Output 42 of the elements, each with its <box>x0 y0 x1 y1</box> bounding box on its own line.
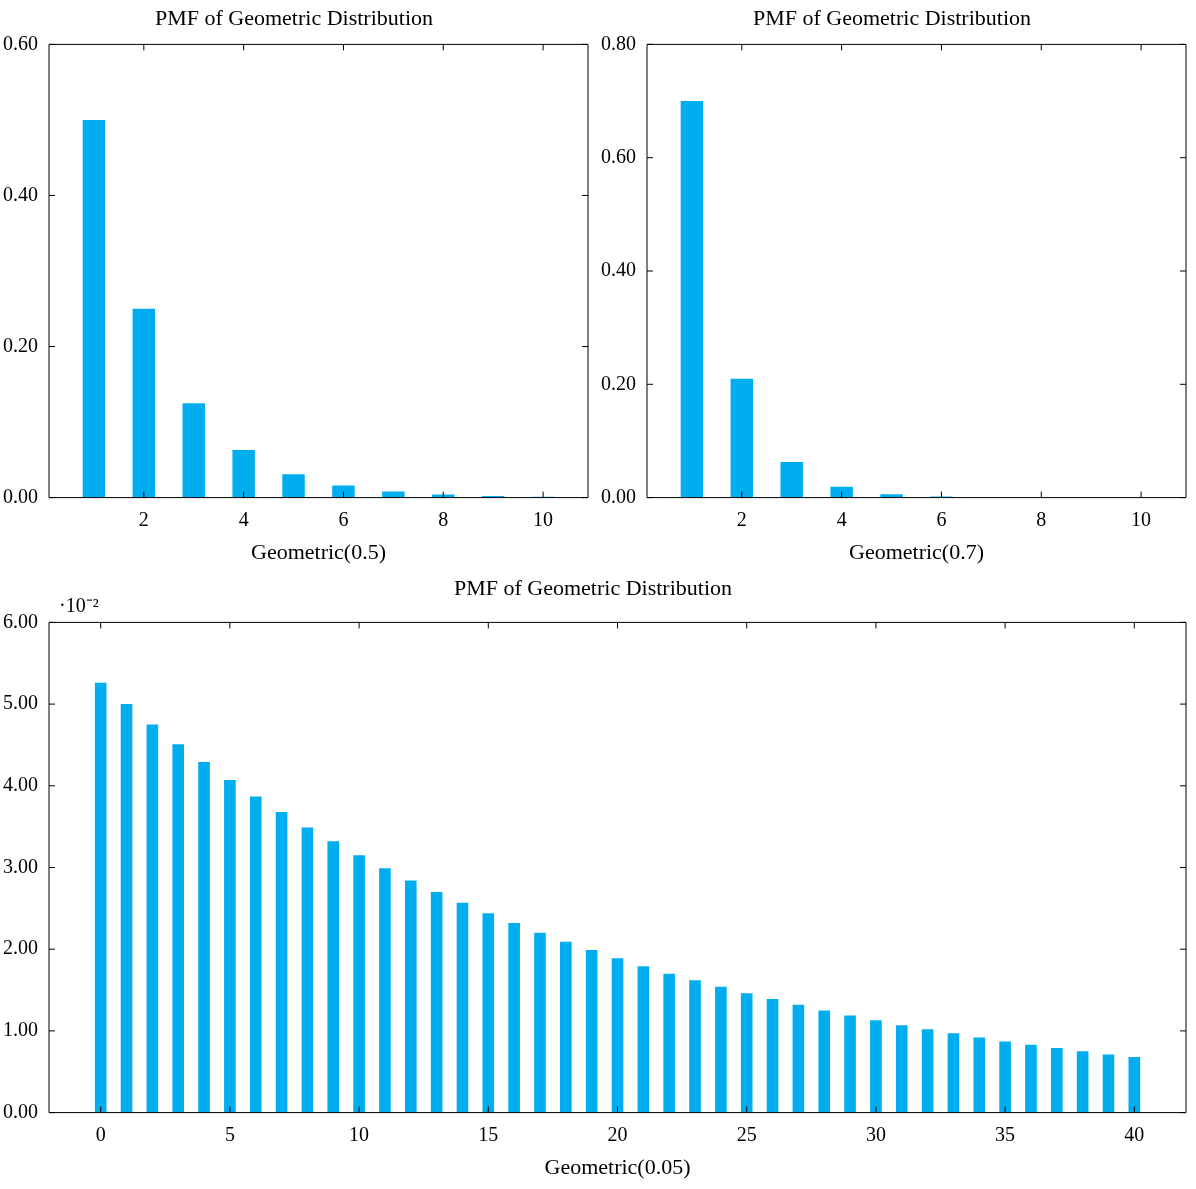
text: ·10⁻² <box>59 593 99 616</box>
x-tick-label: 2 <box>736 507 747 530</box>
y-tick-label: 2.00 <box>3 936 38 959</box>
y-tick-label: 1.00 <box>3 1018 38 1041</box>
x-axis-title: Geometric(0.7) <box>849 538 984 564</box>
x-tick-label: 2 <box>138 507 149 530</box>
y-tick-label: 5.00 <box>3 691 38 714</box>
y-tick-label: 3.00 <box>3 854 38 877</box>
x-tick-label: 15 <box>478 1122 499 1145</box>
chart-title: PMF of Geometric Distribution <box>752 4 1032 30</box>
y-tick-label: 0.60 <box>3 31 38 54</box>
y-tick-label: 0.80 <box>601 31 636 54</box>
x-tick-label: 8 <box>1036 507 1047 530</box>
y-tick-label: 0.40 <box>3 182 38 205</box>
x-tick-label: 6 <box>338 507 349 530</box>
y-tick-label: 4.00 <box>3 773 38 796</box>
chart-title: PMF of Geometric Distribution <box>453 574 733 600</box>
y-tick-label: 0.00 <box>601 484 636 507</box>
x-tick-label: 40 <box>1124 1122 1145 1145</box>
y-tick-label: 6.00 <box>3 609 38 632</box>
chart-title: PMF of Geometric Distribution <box>154 4 434 30</box>
y-tick-label: 0.60 <box>601 144 636 167</box>
x-tick-label: 30 <box>865 1122 886 1145</box>
x-tick-label: 10 <box>349 1122 370 1145</box>
x-tick-label: 6 <box>936 507 947 530</box>
x-tick-label: 0 <box>95 1122 106 1145</box>
x-tick-label: 8 <box>438 507 449 530</box>
x-axis-title: Geometric(0.5) <box>251 538 386 564</box>
x-tick-label: 25 <box>736 1122 757 1145</box>
y-tick-label: 0.00 <box>3 484 38 507</box>
x-tick-label: 35 <box>995 1122 1016 1145</box>
x-tick-label: 4 <box>836 507 847 530</box>
x-axis-title: Geometric(0.05) <box>544 1153 691 1179</box>
y-tick-label: 0.20 <box>601 371 636 394</box>
x-tick-label: 10 <box>533 507 554 530</box>
y-tick-label: 0.20 <box>3 333 38 356</box>
y-tick-label: 0.40 <box>601 258 636 281</box>
x-tick-label: 20 <box>607 1122 628 1145</box>
x-tick-label: 5 <box>224 1122 235 1145</box>
y-tick-label: 0.00 <box>3 1099 38 1122</box>
x-tick-label: 4 <box>238 507 249 530</box>
x-tick-label: 10 <box>1131 507 1152 530</box>
